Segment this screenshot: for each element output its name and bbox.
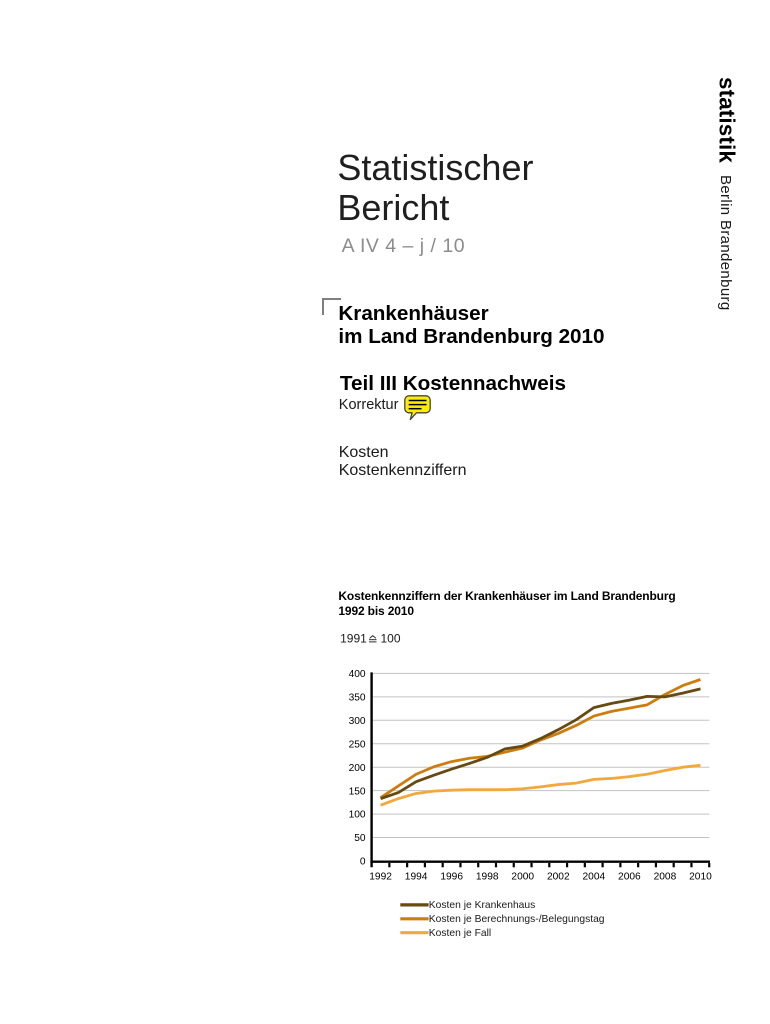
svg-text:1994: 1994 bbox=[405, 872, 428, 883]
svg-text:0: 0 bbox=[360, 857, 366, 868]
svg-text:1991: 1991 bbox=[340, 631, 367, 645]
svg-text:Kosten je Fall: Kosten je Fall bbox=[429, 928, 491, 939]
svg-text:1998: 1998 bbox=[476, 872, 499, 883]
svg-text:100: 100 bbox=[349, 810, 366, 821]
svg-text:300: 300 bbox=[349, 716, 366, 727]
svg-text:2006: 2006 bbox=[618, 872, 641, 883]
svg-text:200: 200 bbox=[349, 763, 366, 774]
svg-text:350: 350 bbox=[349, 692, 366, 703]
svg-text:Kosten je Krankenhaus: Kosten je Krankenhaus bbox=[429, 900, 535, 911]
svg-text:2004: 2004 bbox=[583, 872, 606, 883]
svg-text:50: 50 bbox=[354, 833, 366, 844]
svg-text:400: 400 bbox=[349, 669, 366, 680]
svg-text:2010: 2010 bbox=[689, 872, 712, 883]
svg-text:150: 150 bbox=[349, 786, 366, 797]
svg-text:250: 250 bbox=[349, 739, 366, 750]
svg-text:100: 100 bbox=[381, 631, 401, 645]
svg-text:1996: 1996 bbox=[440, 872, 463, 883]
svg-text:2008: 2008 bbox=[654, 872, 677, 883]
svg-text:2000: 2000 bbox=[511, 872, 534, 883]
svg-text:Kosten je Berechnungs-/Belegun: Kosten je Berechnungs-/Belegungstag bbox=[429, 914, 605, 925]
svg-text:1992: 1992 bbox=[369, 872, 392, 883]
svg-text:2002: 2002 bbox=[547, 872, 570, 883]
